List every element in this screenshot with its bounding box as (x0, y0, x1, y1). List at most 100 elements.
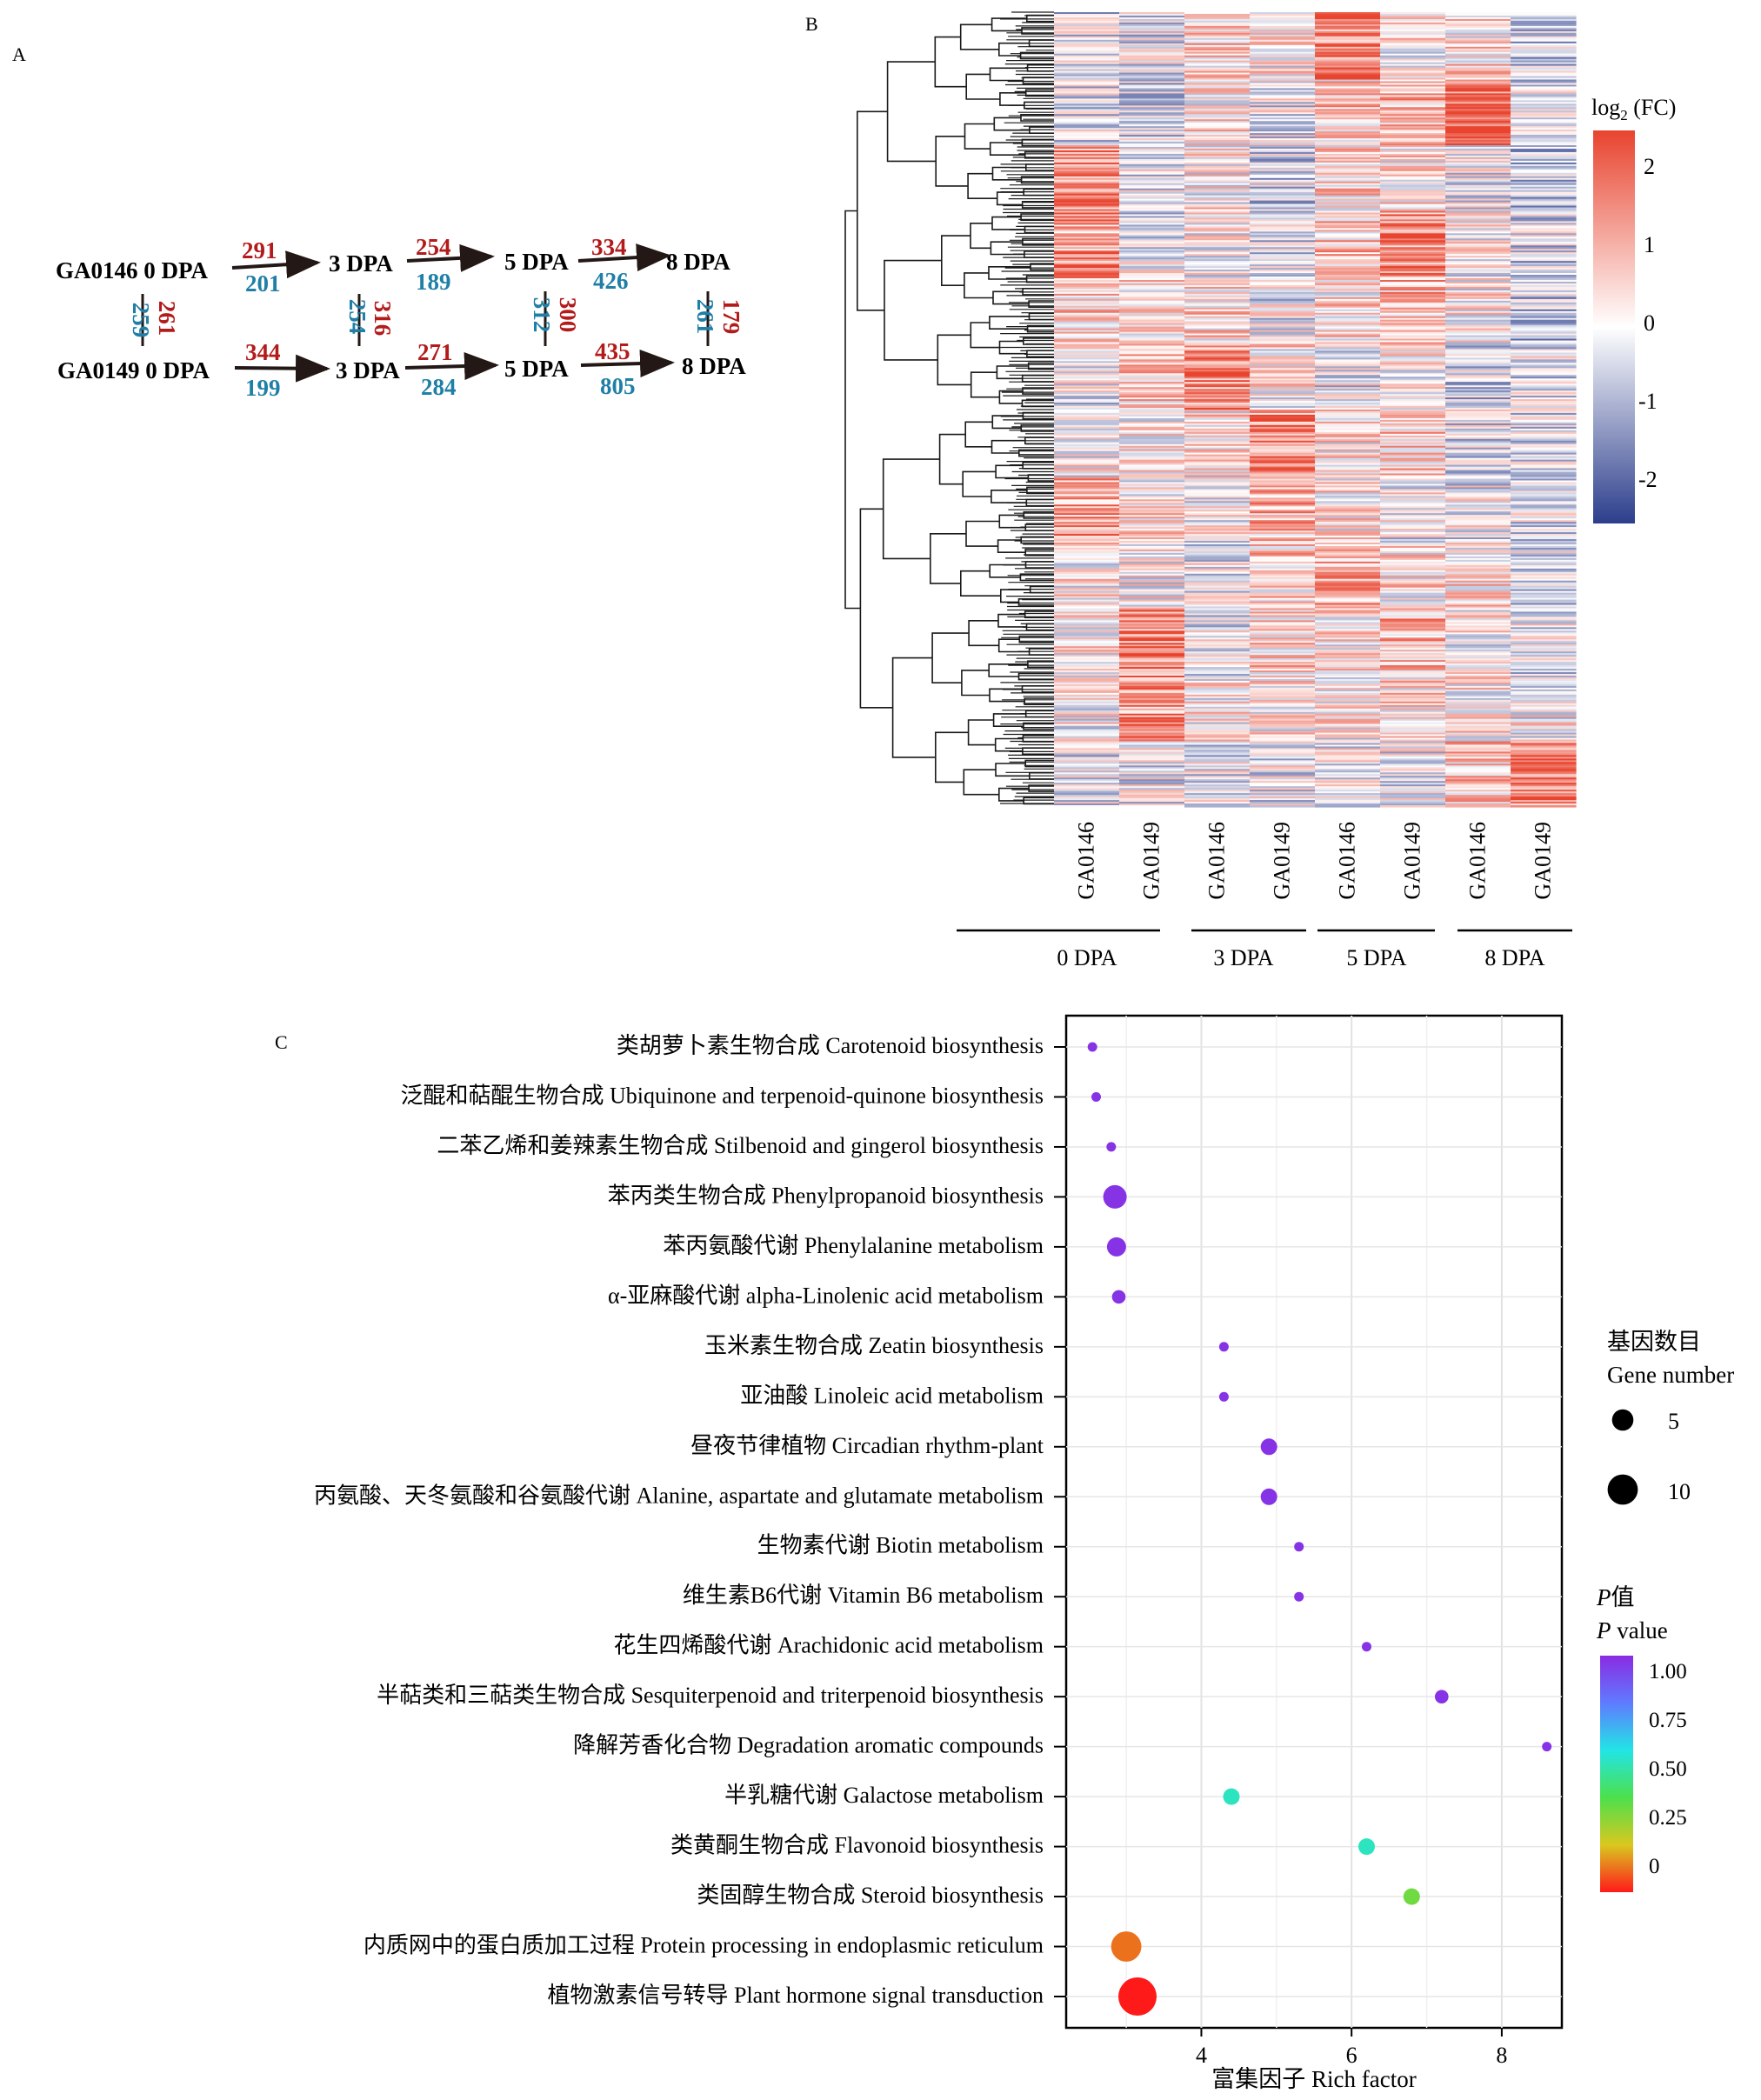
heatmap-cell (1445, 687, 1511, 690)
heatmap-cell (1184, 392, 1251, 395)
heatmap-cell (1315, 312, 1381, 316)
heatmap-cell (1184, 689, 1251, 692)
heatmap-cell (1445, 636, 1511, 638)
heatmap-cell (1511, 515, 1577, 517)
heatmap-cell (1119, 275, 1185, 277)
heatmap-cell (1445, 12, 1511, 15)
heatmap-cell (1250, 658, 1316, 661)
heatmap-cell (1445, 385, 1511, 388)
pathway-label: 内质网中的蛋白质加工过程 Protein processing in endop… (364, 1933, 1044, 1958)
heatmap-cell (1511, 69, 1577, 72)
heatmap-cell (1445, 515, 1511, 517)
heatmap-cell (1380, 683, 1446, 687)
heatmap-cell (1250, 496, 1316, 498)
heatmap-cell (1119, 153, 1185, 157)
heatmap-cell (1184, 174, 1251, 177)
heatmap-cell (1445, 256, 1511, 258)
heatmap-cell (1511, 277, 1577, 279)
heatmap-cell (1119, 119, 1185, 122)
heatmap-cell (1511, 275, 1577, 277)
heatmap-cell (1184, 667, 1251, 670)
heatmap-cell (1315, 298, 1381, 302)
heatmap-cell (1054, 592, 1120, 596)
heatmap-cell (1315, 392, 1381, 395)
heatmap-cell (1184, 70, 1251, 74)
heatmap-cell (1380, 302, 1446, 305)
heatmap-cell (1315, 456, 1381, 459)
heatmap-cell (1054, 776, 1120, 778)
heatmap-cell (1315, 454, 1381, 457)
heatmap-cell (1054, 32, 1120, 36)
heatmap-cell (1184, 685, 1251, 689)
heatmap-cell (1250, 575, 1316, 578)
heatmap-cell (1511, 456, 1577, 459)
heatmap-cell (1119, 790, 1185, 792)
heatmap-cell (1184, 665, 1251, 668)
heatmap-cell (1184, 653, 1251, 656)
heatmap-cell (1445, 417, 1511, 421)
heatmap-cell (1445, 83, 1511, 86)
heatmap-cell (1119, 606, 1185, 610)
heatmap-cell (1250, 86, 1316, 90)
heatmap-cell (1315, 637, 1381, 640)
heatmap-cell (1380, 226, 1446, 229)
heatmap-cell (1315, 197, 1381, 200)
heatmap-cell (1380, 57, 1446, 60)
heatmap-cell (1380, 91, 1446, 94)
heatmap-cell (1380, 29, 1446, 32)
heatmap-cell (1250, 449, 1316, 452)
heatmap-cell (1380, 145, 1446, 148)
heatmap-cell (1511, 741, 1577, 744)
heatmap-cell (1119, 163, 1185, 167)
heatmap-cell (1250, 604, 1316, 608)
heatmap-cell (1511, 587, 1577, 590)
heatmap-cell (1184, 421, 1251, 424)
heatmap-cell (1511, 755, 1577, 757)
dendrogram-branch (1018, 635, 1054, 643)
heatmap-cell (1250, 378, 1316, 381)
heatmap-cell (1315, 148, 1381, 151)
heatmap-cell (1380, 750, 1446, 753)
heatmap-cell (1315, 430, 1381, 433)
heatmap-cell (1445, 356, 1511, 358)
heatmap-cell (1315, 357, 1381, 360)
heatmap-cell (1184, 197, 1251, 200)
heatmap-cell (1511, 110, 1577, 113)
dendrogram-branch (1027, 362, 1054, 370)
heatmap-cell (1250, 763, 1316, 766)
x-tick-label: 8 (1496, 2043, 1507, 2068)
heatmap-cell (1054, 466, 1120, 470)
heatmap-cell (1184, 205, 1251, 209)
heatmap-cell (1315, 12, 1381, 15)
heatmap-cell (1054, 408, 1120, 410)
heatmap-cell (1250, 417, 1316, 421)
heatmap-cell (1054, 67, 1120, 70)
heatmap-cell (1445, 790, 1511, 792)
heatmap-cell (1184, 438, 1251, 442)
heatmap-cell (1315, 440, 1381, 443)
bubble-point (1542, 1742, 1552, 1752)
heatmap-cell (1119, 610, 1185, 613)
heatmap-cell (1184, 69, 1251, 72)
heatmap-cell (1250, 641, 1316, 643)
heatmap-cell (1054, 291, 1120, 295)
heatmap-cell (1380, 803, 1446, 806)
heatmap-cell (1184, 637, 1251, 640)
heatmap-cell (1184, 17, 1251, 20)
heatmap-cell (1445, 200, 1511, 203)
heatmap-cell (1380, 575, 1446, 578)
heatmap-cell (1380, 110, 1446, 113)
row2-stage-8: 8 DPA (682, 353, 746, 379)
heatmap-cell (1511, 88, 1577, 91)
heatmap-cell (1250, 331, 1316, 335)
heatmap-cell (1184, 50, 1251, 53)
heatmap-cell (1511, 340, 1577, 343)
heatmap-cell (1184, 606, 1251, 610)
heatmap-cell (1054, 193, 1120, 197)
heatmap-cell (1380, 197, 1446, 200)
heatmap-cell (1119, 732, 1185, 736)
heatmap-cell (1184, 570, 1251, 573)
heatmap-cell (1380, 424, 1446, 428)
heatmap-cell (1445, 634, 1511, 637)
heatmap-cell (1250, 383, 1316, 386)
